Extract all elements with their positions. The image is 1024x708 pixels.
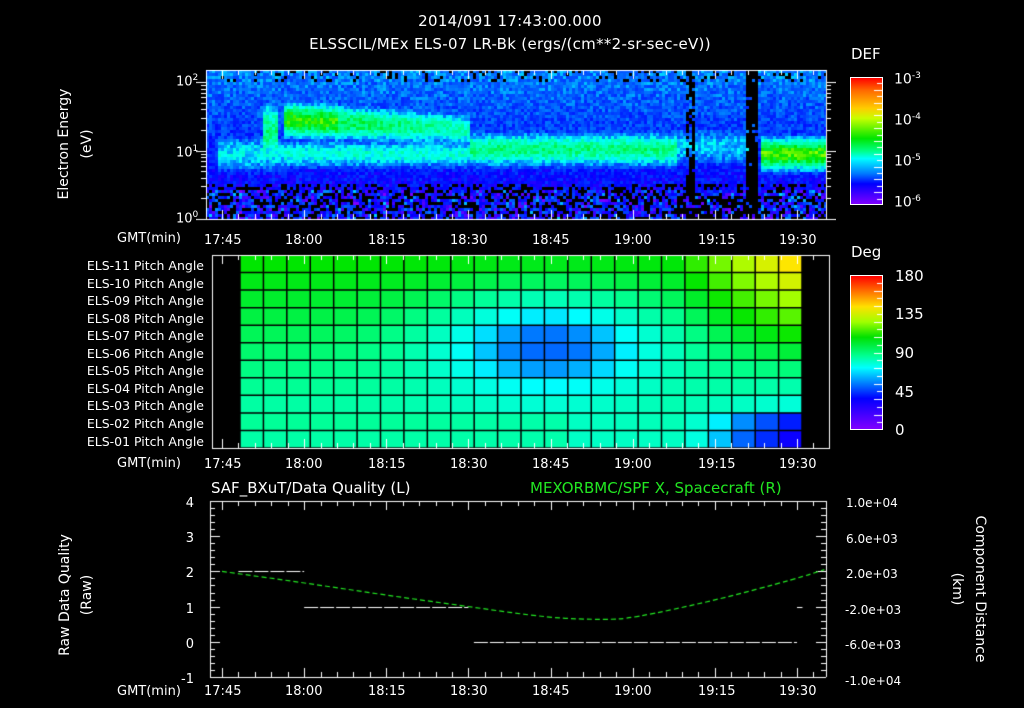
deg-colorbar-title: Deg <box>851 243 882 261</box>
time-tick-label: 18:45 <box>532 233 570 248</box>
time-tick-label: 18:30 <box>450 457 488 472</box>
time-tick-label: 19:30 <box>779 233 817 248</box>
deg-colorbar-tick: 180 <box>895 267 924 285</box>
quality-ytick-label: 2 <box>185 566 194 582</box>
time-tick-label: 18:45 <box>532 457 570 472</box>
pitch-angle-row-label: ELS-04 Pitch Angle <box>86 380 204 396</box>
def-colorbar-title: DEF <box>851 45 881 63</box>
quality-ytick-label: -1 <box>181 672 194 687</box>
right-series-title: MEXORBMC/SPF X, Spacecraft (R) <box>530 479 782 497</box>
time-tick-label: 18:45 <box>532 684 570 699</box>
quality-ytick-label: 0 <box>185 636 194 652</box>
time-tick-label: 18:00 <box>285 684 323 699</box>
quality-ytick-label: 4 <box>185 496 194 511</box>
time-tick-label: 17:45 <box>204 684 242 699</box>
energy-ytick: 100 <box>176 210 199 227</box>
time-tick-label: 19:00 <box>614 233 652 248</box>
pitch-angle-row-label: ELS-02 Pitch Angle <box>86 415 204 431</box>
deg-colorbar-ticks <box>872 275 882 430</box>
energy-ylabel: Electron Energy <box>56 88 72 200</box>
pitch-angle-row-label: ELS-05 Pitch Angle <box>86 363 204 379</box>
time-tick-label: 19:30 <box>779 684 817 699</box>
time-tick-label: 19:15 <box>698 684 736 699</box>
pitch-angle-row-label: ELS-01 Pitch Angle <box>86 433 204 449</box>
time-axis-label: GMT(min) <box>117 456 181 471</box>
pitch-angle-heatmap <box>209 254 849 454</box>
spectrogram-axes <box>196 64 836 224</box>
deg-colorbar-tick: 45 <box>895 383 915 401</box>
def-colorbar-tick: 10-6 <box>894 194 921 211</box>
pitch-angle-row-label: ELS-11 Pitch Angle <box>86 258 204 273</box>
time-tick-label: 18:00 <box>285 233 323 248</box>
energy-ytick: 102 <box>176 73 199 90</box>
distance-ytick-label: 1.0e+04 <box>846 496 898 510</box>
time-tick-label: 18:15 <box>368 457 406 472</box>
distance-ytick-label: 6.0e+03 <box>846 531 898 546</box>
energy-ytick: 101 <box>176 144 199 161</box>
distance-yunit: (km) <box>949 572 965 606</box>
distance-ytick-label: -6.0e+03 <box>845 638 902 652</box>
time-tick-label: 18:15 <box>368 684 406 699</box>
time-axis-label: GMT(min) <box>117 684 181 699</box>
time-tick-label: 18:00 <box>285 457 323 472</box>
def-colorbar-tick: 10-5 <box>894 153 921 170</box>
time-tick-label: 19:15 <box>698 457 736 472</box>
def-colorbar-tick: 10-4 <box>894 112 921 129</box>
distance-ytick-label: -2.0e+03 <box>845 602 902 617</box>
energy-yunit: (eV) <box>79 129 95 159</box>
time-tick-label: 19:15 <box>698 233 736 248</box>
plot-timestamp: 2014/091 17:43:00.000 <box>418 12 602 30</box>
left-series-title: SAF_BXuT/Data Quality (L) <box>211 479 411 497</box>
distance-ytick-label: 2.0e+03 <box>846 567 898 581</box>
distance-ytick-label: -1.0e+04 <box>845 673 902 688</box>
pitch-angle-row-label: ELS-08 Pitch Angle <box>86 310 204 326</box>
def-colorbar-tick: 10-3 <box>894 71 921 88</box>
time-tick-label: 18:30 <box>450 233 488 248</box>
time-tick-label: 19:00 <box>614 457 652 472</box>
deg-colorbar-tick: 90 <box>895 344 915 362</box>
pitch-angle-row-label: ELS-10 Pitch Angle <box>86 275 204 291</box>
time-tick-label: 18:30 <box>450 684 488 699</box>
deg-colorbar-tick: 0 <box>895 421 905 439</box>
deg-colorbar-tick: 135 <box>895 305 924 323</box>
pitch-angle-row-label: ELS-03 Pitch Angle <box>86 398 204 414</box>
def-colorbar-ticks <box>872 77 882 205</box>
quality-ytick-label: 3 <box>185 531 194 547</box>
quality-yunit: (Raw) <box>79 574 95 616</box>
pitch-angle-row-label: ELS-09 Pitch Angle <box>86 293 204 309</box>
quality-ylabel: Raw Data Quality <box>57 534 73 656</box>
quality-distance-plot <box>196 494 836 684</box>
time-tick-label: 17:45 <box>204 233 242 248</box>
distance-ylabel: Component Distance <box>972 515 988 663</box>
pitch-angle-row-label: ELS-07 Pitch Angle <box>86 328 204 344</box>
time-axis-label: GMT(min) <box>117 231 181 246</box>
time-tick-label: 19:00 <box>614 684 652 699</box>
time-tick-label: 19:30 <box>779 457 817 472</box>
plot-title: ELSSCIL/MEx ELS-07 LR-Bk (ergs/(cm**2-sr… <box>309 35 711 53</box>
time-tick-label: 17:45 <box>204 457 242 472</box>
pitch-angle-row-label: ELS-06 Pitch Angle <box>86 345 204 361</box>
quality-ytick-label: 1 <box>185 601 194 617</box>
time-tick-label: 18:15 <box>368 233 406 248</box>
